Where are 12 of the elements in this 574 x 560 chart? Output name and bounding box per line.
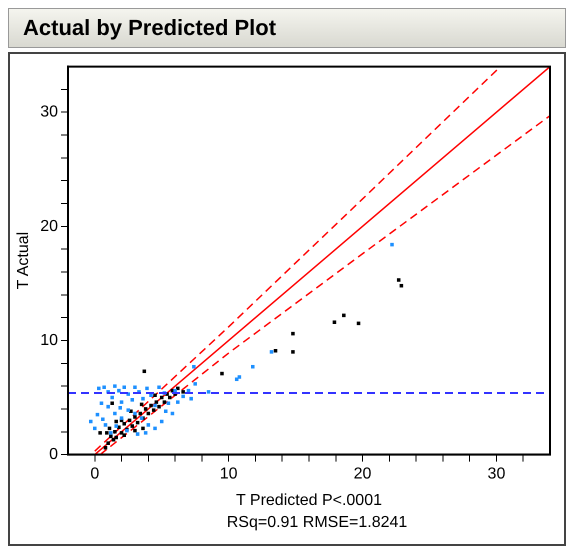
y-axis-title: T Actual bbox=[15, 232, 32, 290]
y-tick-label: 0 bbox=[49, 446, 58, 464]
text: RSq=0.91 RMSE=1.8241 bbox=[226, 514, 408, 533]
x-axis-title: T Predicted P<.0001 bbox=[236, 492, 382, 509]
x-tick-label: 20 bbox=[354, 466, 372, 483]
x-tick-label: 10 bbox=[220, 466, 238, 483]
chart-title: Actual by Predicted Plot bbox=[8, 8, 566, 48]
x-tick-label: 30 bbox=[488, 466, 506, 483]
y-tick-label: 10 bbox=[40, 332, 58, 349]
y-tick-label: 20 bbox=[40, 218, 58, 235]
x-tick-label: 0 bbox=[90, 466, 100, 483]
y-tick-label: 30 bbox=[40, 104, 58, 121]
